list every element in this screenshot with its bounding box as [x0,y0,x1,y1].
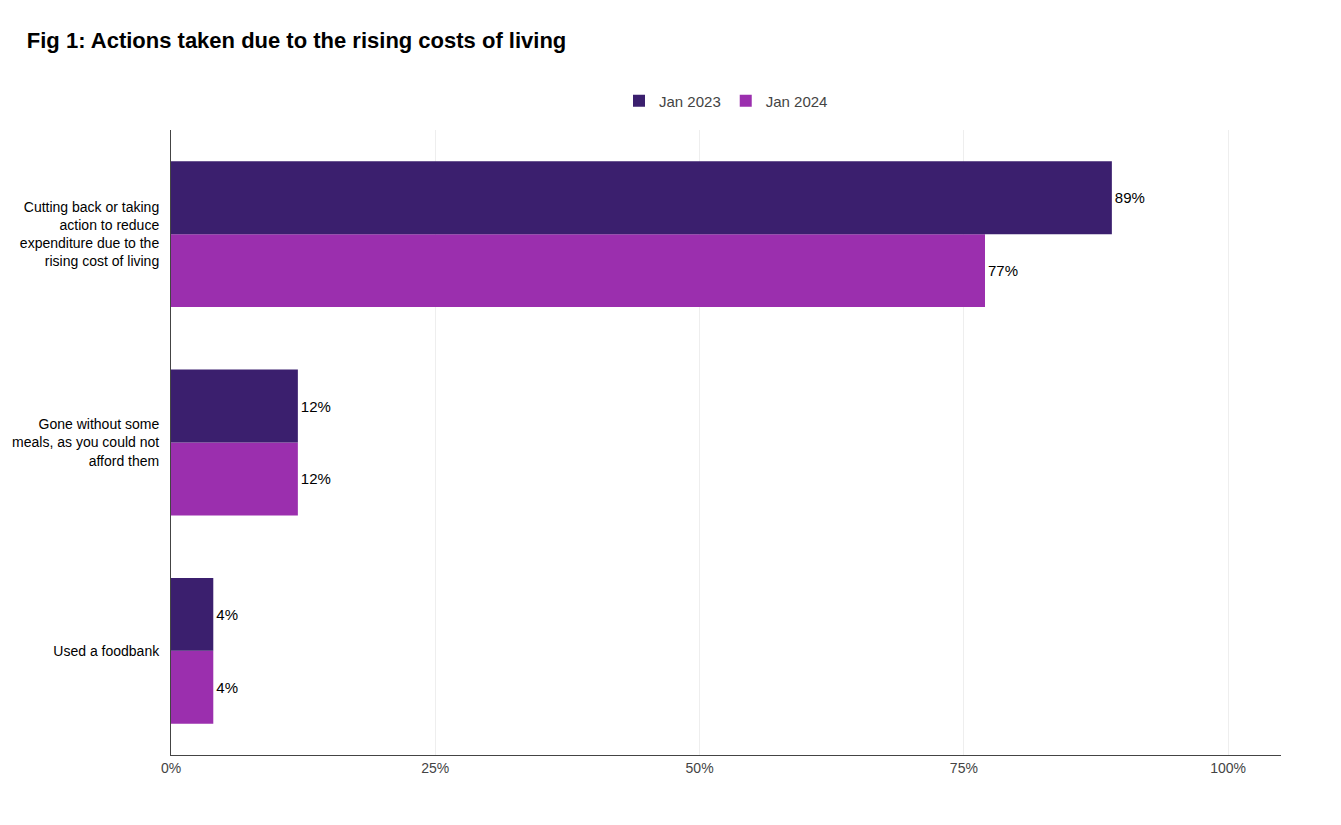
svg-text:77%: 77% [988,262,1018,279]
svg-text:100%: 100% [1210,760,1246,776]
svg-text:Fig 1: Actions taken due to th: Fig 1: Actions taken due to the rising c… [27,28,566,53]
svg-text:Jan 2024: Jan 2024 [766,93,828,110]
svg-text:Cutting back or takingaction t: Cutting back or takingaction to reduceex… [20,199,160,270]
svg-text:4%: 4% [216,606,238,623]
svg-text:Jan 2023: Jan 2023 [659,93,721,110]
svg-text:50%: 50% [686,760,714,776]
svg-text:0%: 0% [161,760,181,776]
svg-text:Used a foodbank: Used a foodbank [53,643,160,659]
svg-text:25%: 25% [421,760,449,776]
svg-text:75%: 75% [950,760,978,776]
svg-text:Gone without somemeals, as you: Gone without somemeals, as you could not… [12,416,159,468]
svg-text:12%: 12% [301,470,331,487]
svg-text:89%: 89% [1115,189,1145,206]
svg-text:4%: 4% [216,679,238,696]
svg-text:12%: 12% [301,398,331,415]
